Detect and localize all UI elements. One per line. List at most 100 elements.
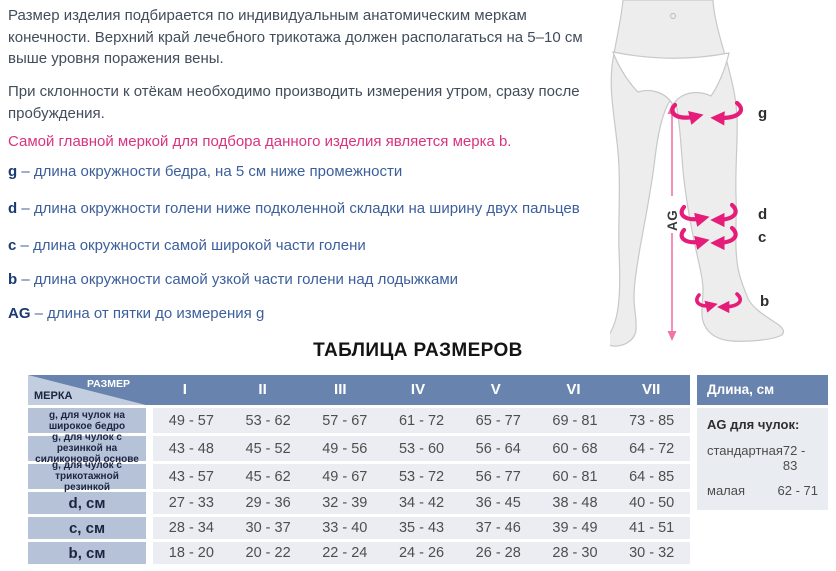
size-cell: 57 - 67: [322, 412, 368, 429]
size-table: РАЗМЕР МЕРКА I II III IV V VI VII g, для…: [28, 375, 690, 567]
row-values: 43 - 48 45 - 52 49 - 56 53 - 60 56 - 64 …: [153, 436, 690, 461]
intro-paragraph-1: Размер изделия подбирается по индивидуал…: [8, 7, 583, 67]
size-cell: 30 - 37: [245, 520, 291, 536]
column-header: V: [490, 381, 501, 398]
size-cell: 64 - 72: [629, 440, 675, 457]
column-header: IV: [410, 381, 426, 398]
measure-def-c: c – длина окружности самой широкой части…: [8, 237, 366, 254]
row-label: g, для чулок на широкое бедро: [28, 408, 146, 433]
intro-paragraph-2: При склонности к отёкам необходимо произ…: [8, 83, 580, 122]
length-name: малая: [707, 483, 746, 498]
size-cell: 43 - 57: [168, 468, 214, 485]
size-cell: 69 - 81: [552, 412, 598, 429]
size-cell: 24 - 26: [398, 545, 445, 561]
column-header: I: [182, 381, 187, 398]
size-cell: 60 - 68: [552, 440, 598, 457]
size-cell: 28 - 34: [168, 520, 214, 536]
row-label: g, для чулок с резинкой на силиконовой о…: [28, 432, 146, 465]
size-cell: 64 - 85: [629, 468, 675, 485]
b-circumference-arrow: [695, 293, 718, 313]
c-circumference-arrow: [679, 227, 710, 250]
size-cell: 41 - 51: [629, 520, 675, 536]
measure-letter: g: [8, 163, 18, 180]
size-table-header: РАЗМЕР МЕРКА I II III IV V VI VII: [28, 375, 690, 405]
measure-def-g: g – длина окружности бедра, на 5 см ниже…: [8, 163, 402, 180]
length-value: 62 - 71: [777, 483, 818, 498]
length-row: стандартная 72 - 83: [707, 443, 818, 473]
size-cell: 49 - 57: [168, 412, 214, 429]
size-cell: 38 - 48: [552, 495, 598, 511]
g-circumference-arrow: [710, 100, 743, 126]
measure-def-ag: AG – длина от пятки до измерения g: [8, 305, 264, 322]
ag-label: AG: [665, 210, 680, 231]
column-header: II: [258, 381, 267, 398]
size-cell: 30 - 32: [629, 545, 675, 561]
size-cell: 40 - 50: [629, 495, 675, 511]
navel-mark: [669, 12, 677, 20]
size-cell: 28 - 30: [552, 545, 598, 561]
g-label: g: [758, 105, 767, 122]
measure-letter: AG: [8, 305, 31, 322]
size-cell: 60 - 81: [552, 468, 598, 485]
size-cell: 18 - 20: [168, 545, 214, 561]
row-label: c, см: [28, 517, 146, 539]
size-cell: 33 - 40: [322, 520, 368, 536]
size-cell: 45 - 52: [245, 440, 291, 457]
b-label: b: [760, 293, 769, 310]
size-cell: 43 - 48: [168, 440, 214, 457]
ag-arrowhead-down: [667, 331, 677, 341]
size-cell: 53 - 72: [398, 468, 445, 485]
table-row: c, см 28 - 34 30 - 37 33 - 40 35 - 43 37…: [28, 517, 690, 539]
main-measure-note: Самой главной меркой для подбора данного…: [8, 133, 512, 150]
length-panel-subtitle: AG для чулок:: [707, 417, 800, 432]
panty-shape: [612, 51, 730, 107]
measure-def-d: d – длина окружности голени ниже подколе…: [8, 200, 580, 217]
size-columns: I II III IV V VI VII: [146, 375, 690, 405]
measure-letter: d: [8, 200, 18, 217]
size-cell: 34 - 42: [398, 495, 445, 511]
size-cell: 39 - 49: [552, 520, 598, 536]
d-circumference-arrow: [679, 204, 710, 227]
corner-cell: РАЗМЕР МЕРКА: [28, 375, 146, 405]
size-cell: 45 - 62: [245, 468, 291, 485]
b-circumference-arrow: [717, 292, 742, 314]
length-name: стандартная: [707, 443, 783, 458]
body-silhouette: [610, 0, 785, 347]
size-cell: 37 - 46: [475, 520, 521, 536]
measure-text: – длина окружности самой узкой части гол…: [21, 271, 459, 288]
c-label: c: [758, 229, 766, 246]
size-table-title: ТАБЛИЦА РАЗМЕРОВ: [313, 340, 523, 361]
table-row: b, см 18 - 20 20 - 22 22 - 24 24 - 26 26…: [28, 542, 690, 564]
measure-text: – длина от пятки до измерения g: [34, 305, 265, 322]
row-values: 27 - 33 29 - 36 32 - 39 34 - 42 36 - 45 …: [153, 492, 690, 514]
row-label: g, для чулок с трикотажной резинкой: [28, 460, 146, 493]
column-header: VI: [566, 381, 581, 398]
size-cell: 26 - 28: [475, 545, 521, 561]
corner-measure-label: МЕРКА: [34, 390, 73, 402]
size-cell: 49 - 67: [322, 468, 368, 485]
column-header: VII: [642, 381, 661, 398]
measure-def-b: b – длина окружности самой узкой части г…: [8, 271, 458, 288]
size-cell: 73 - 85: [629, 412, 675, 429]
size-cell: 49 - 56: [322, 440, 368, 457]
d-label: d: [758, 206, 767, 223]
length-panel: Длина, см AG для чулок: стандартная 72 -…: [697, 375, 828, 510]
row-label: d, см: [28, 492, 146, 514]
legs-measurement-diagram: AG g d c b: [610, 0, 785, 347]
length-panel-body: AG для чулок: стандартная 72 - 83 малая …: [697, 408, 828, 510]
size-cell: 22 - 24: [322, 545, 368, 561]
size-cell: 27 - 33: [168, 495, 214, 511]
row-label: b, см: [28, 542, 146, 564]
table-row: g, для чулок на широкое бедро 49 - 57 53…: [28, 408, 690, 433]
row-values: 28 - 34 30 - 37 33 - 40 35 - 43 37 - 46 …: [153, 517, 690, 539]
size-cell: 53 - 62: [245, 412, 291, 429]
length-value: 72 - 83: [782, 443, 806, 473]
size-cell: 20 - 22: [245, 545, 291, 561]
column-header: III: [334, 381, 347, 398]
table-row: g, для чулок с трикотажной резинкой 43 -…: [28, 460, 690, 493]
measure-text: – длина окружности бедра, на 5 см ниже п…: [21, 163, 403, 180]
d-circumference-arrow: [710, 202, 738, 228]
measure-text: – длина окружности голени ниже подколенн…: [21, 200, 580, 217]
length-row: малая 62 - 71: [707, 483, 818, 498]
